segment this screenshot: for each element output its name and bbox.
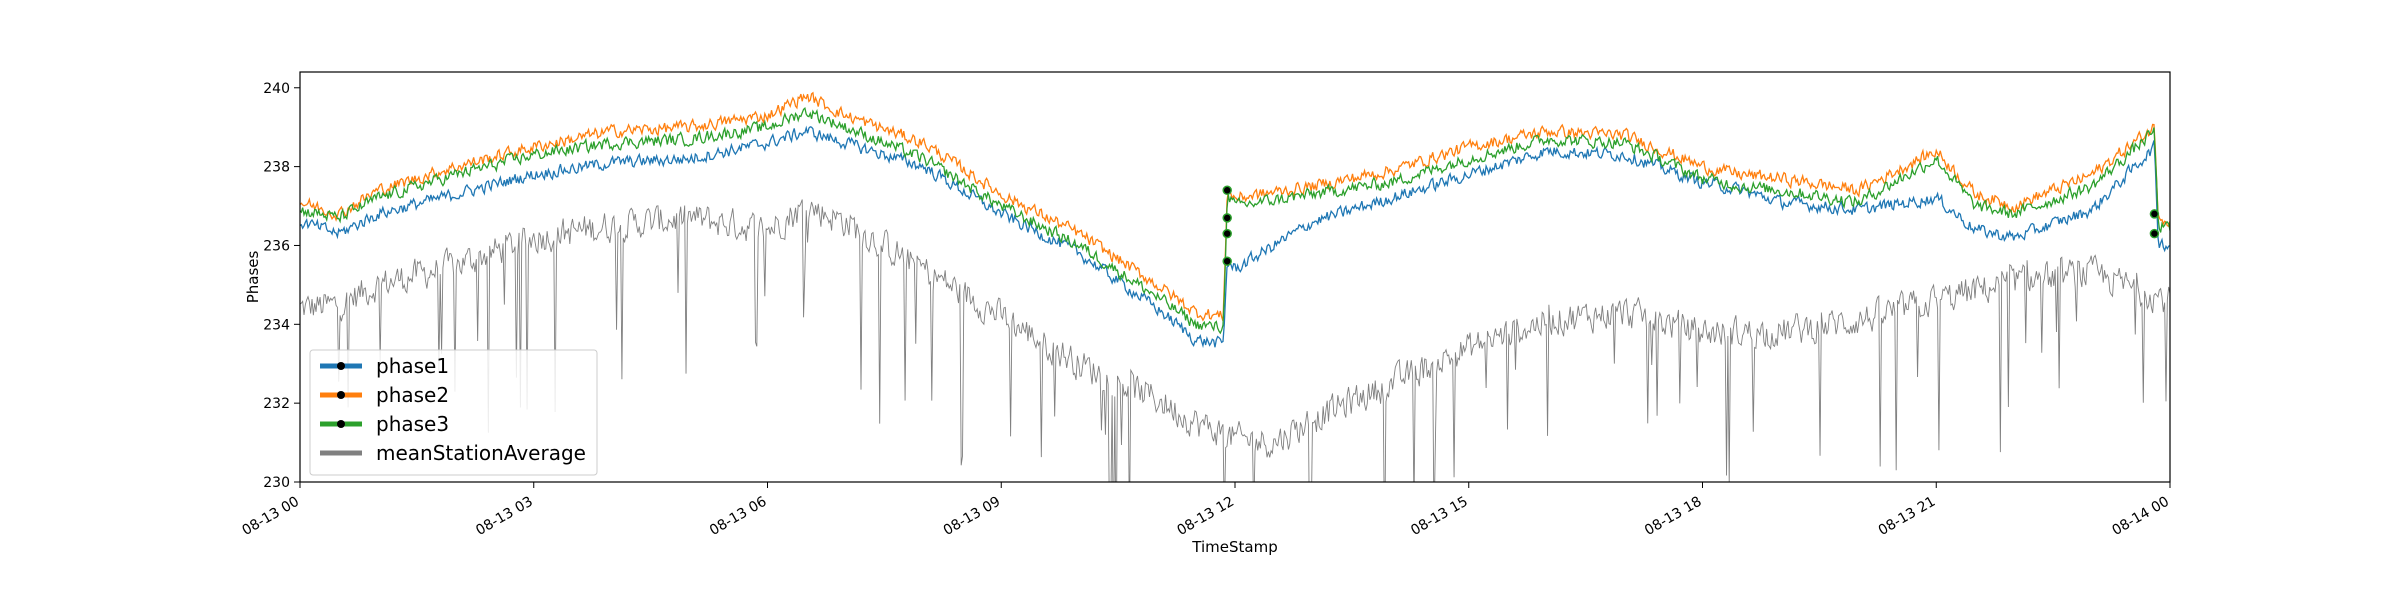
y-tick-label: 240: [263, 81, 290, 97]
marker-layer: [1222, 185, 2160, 266]
legend-label-phase2: phase2: [376, 383, 449, 407]
series-line-meanStationAverage: [300, 199, 2170, 482]
y-axis: 230 232 234 236 238 240: [263, 81, 300, 491]
legend-label-phase1: phase1: [376, 354, 449, 378]
legend-label-meanStationAverage: meanStationAverage: [376, 441, 586, 465]
marker-point: [2149, 228, 2160, 239]
x-axis-label: TimeStamp: [1191, 538, 1277, 556]
series-line-phase1: [300, 125, 2170, 349]
y-tick-label: 230: [263, 475, 290, 491]
legend-marker: [337, 391, 345, 399]
legend: phase1 phase2 phase3 meanStationAverage: [309, 349, 598, 476]
y-tick-label: 236: [263, 238, 290, 254]
series-line-phase2: [300, 91, 2170, 322]
y-tick-label: 234: [263, 317, 290, 333]
marker-point: [1222, 256, 1232, 266]
marker-point: [1222, 228, 1232, 239]
legend-label-phase3: phase3: [376, 412, 449, 436]
marker-point: [2149, 209, 2160, 219]
series-layer: [300, 91, 2170, 482]
legend-marker: [337, 362, 345, 370]
legend-marker: [337, 420, 345, 428]
y-tick-label: 238: [263, 160, 290, 176]
marker-point: [1222, 213, 1232, 223]
legend-box: [309, 349, 598, 476]
y-tick-label: 232: [263, 396, 290, 412]
marker-point: [1222, 185, 1232, 196]
series-line-phase3: [300, 106, 2170, 335]
y-axis-label: Phases: [244, 251, 262, 304]
